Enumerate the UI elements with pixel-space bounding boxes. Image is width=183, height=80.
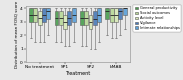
PathPatch shape [59,11,63,25]
PathPatch shape [93,11,97,25]
X-axis label: Treatment: Treatment [65,71,90,76]
PathPatch shape [29,8,33,22]
PathPatch shape [123,8,126,15]
PathPatch shape [97,8,101,22]
PathPatch shape [72,8,76,22]
PathPatch shape [114,8,118,22]
PathPatch shape [80,11,84,25]
PathPatch shape [38,11,42,25]
Y-axis label: Distribution of mean FOSQ score: Distribution of mean FOSQ score [15,0,19,68]
PathPatch shape [68,11,71,25]
PathPatch shape [63,15,67,29]
PathPatch shape [55,11,58,25]
PathPatch shape [110,8,113,22]
Legend: General productivity, Social outcomes, Activity level, Vigilance, Intimate relat: General productivity, Social outcomes, A… [133,5,181,32]
PathPatch shape [33,8,37,22]
PathPatch shape [46,8,50,19]
PathPatch shape [118,8,122,19]
PathPatch shape [105,8,109,19]
PathPatch shape [89,15,92,29]
PathPatch shape [84,11,88,25]
PathPatch shape [42,8,46,22]
